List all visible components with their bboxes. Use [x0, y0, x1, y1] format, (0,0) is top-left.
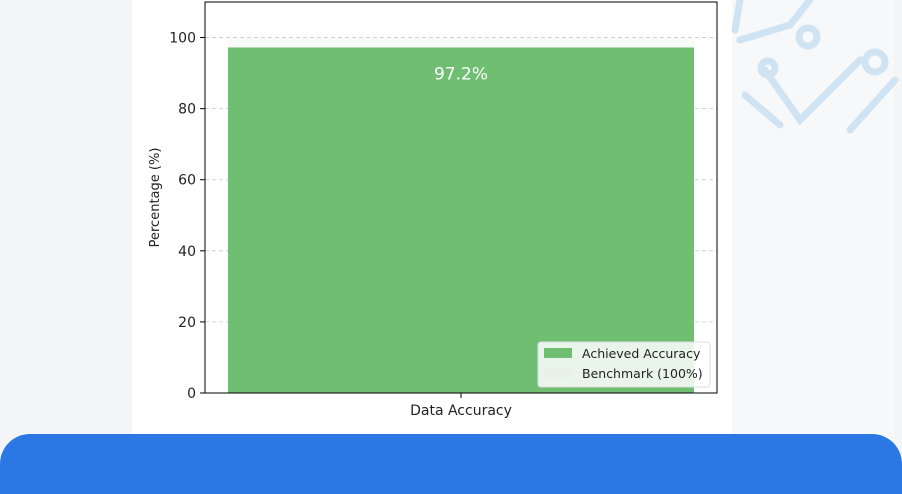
legend-swatch [544, 348, 572, 358]
x-tick-label: Data Accuracy [410, 403, 512, 419]
legend-swatch [544, 368, 572, 378]
y-tick-label: 20 [178, 315, 196, 331]
legend-label: Benchmark (100%) [582, 366, 703, 381]
footer-bar [0, 434, 902, 494]
y-tick-label: 80 [178, 102, 196, 118]
circuit-decoration [731, 0, 899, 134]
bar-chart: 0 20 40 60 80 100 97.2% Data Accuracy Percentage… [148, 1, 718, 419]
y-tick-label: 0 [187, 386, 196, 402]
y-tick-label: 100 [169, 31, 196, 47]
y-tick-label: 60 [178, 173, 196, 189]
legend-label: Achieved Accuracy [582, 346, 701, 361]
data-label: 97.2% [434, 64, 488, 84]
bar-achieved [228, 47, 694, 394]
y-tick-label: 40 [178, 244, 196, 260]
y-axis-label: Percentage (%) [148, 148, 163, 248]
legend-box [537, 341, 711, 388]
